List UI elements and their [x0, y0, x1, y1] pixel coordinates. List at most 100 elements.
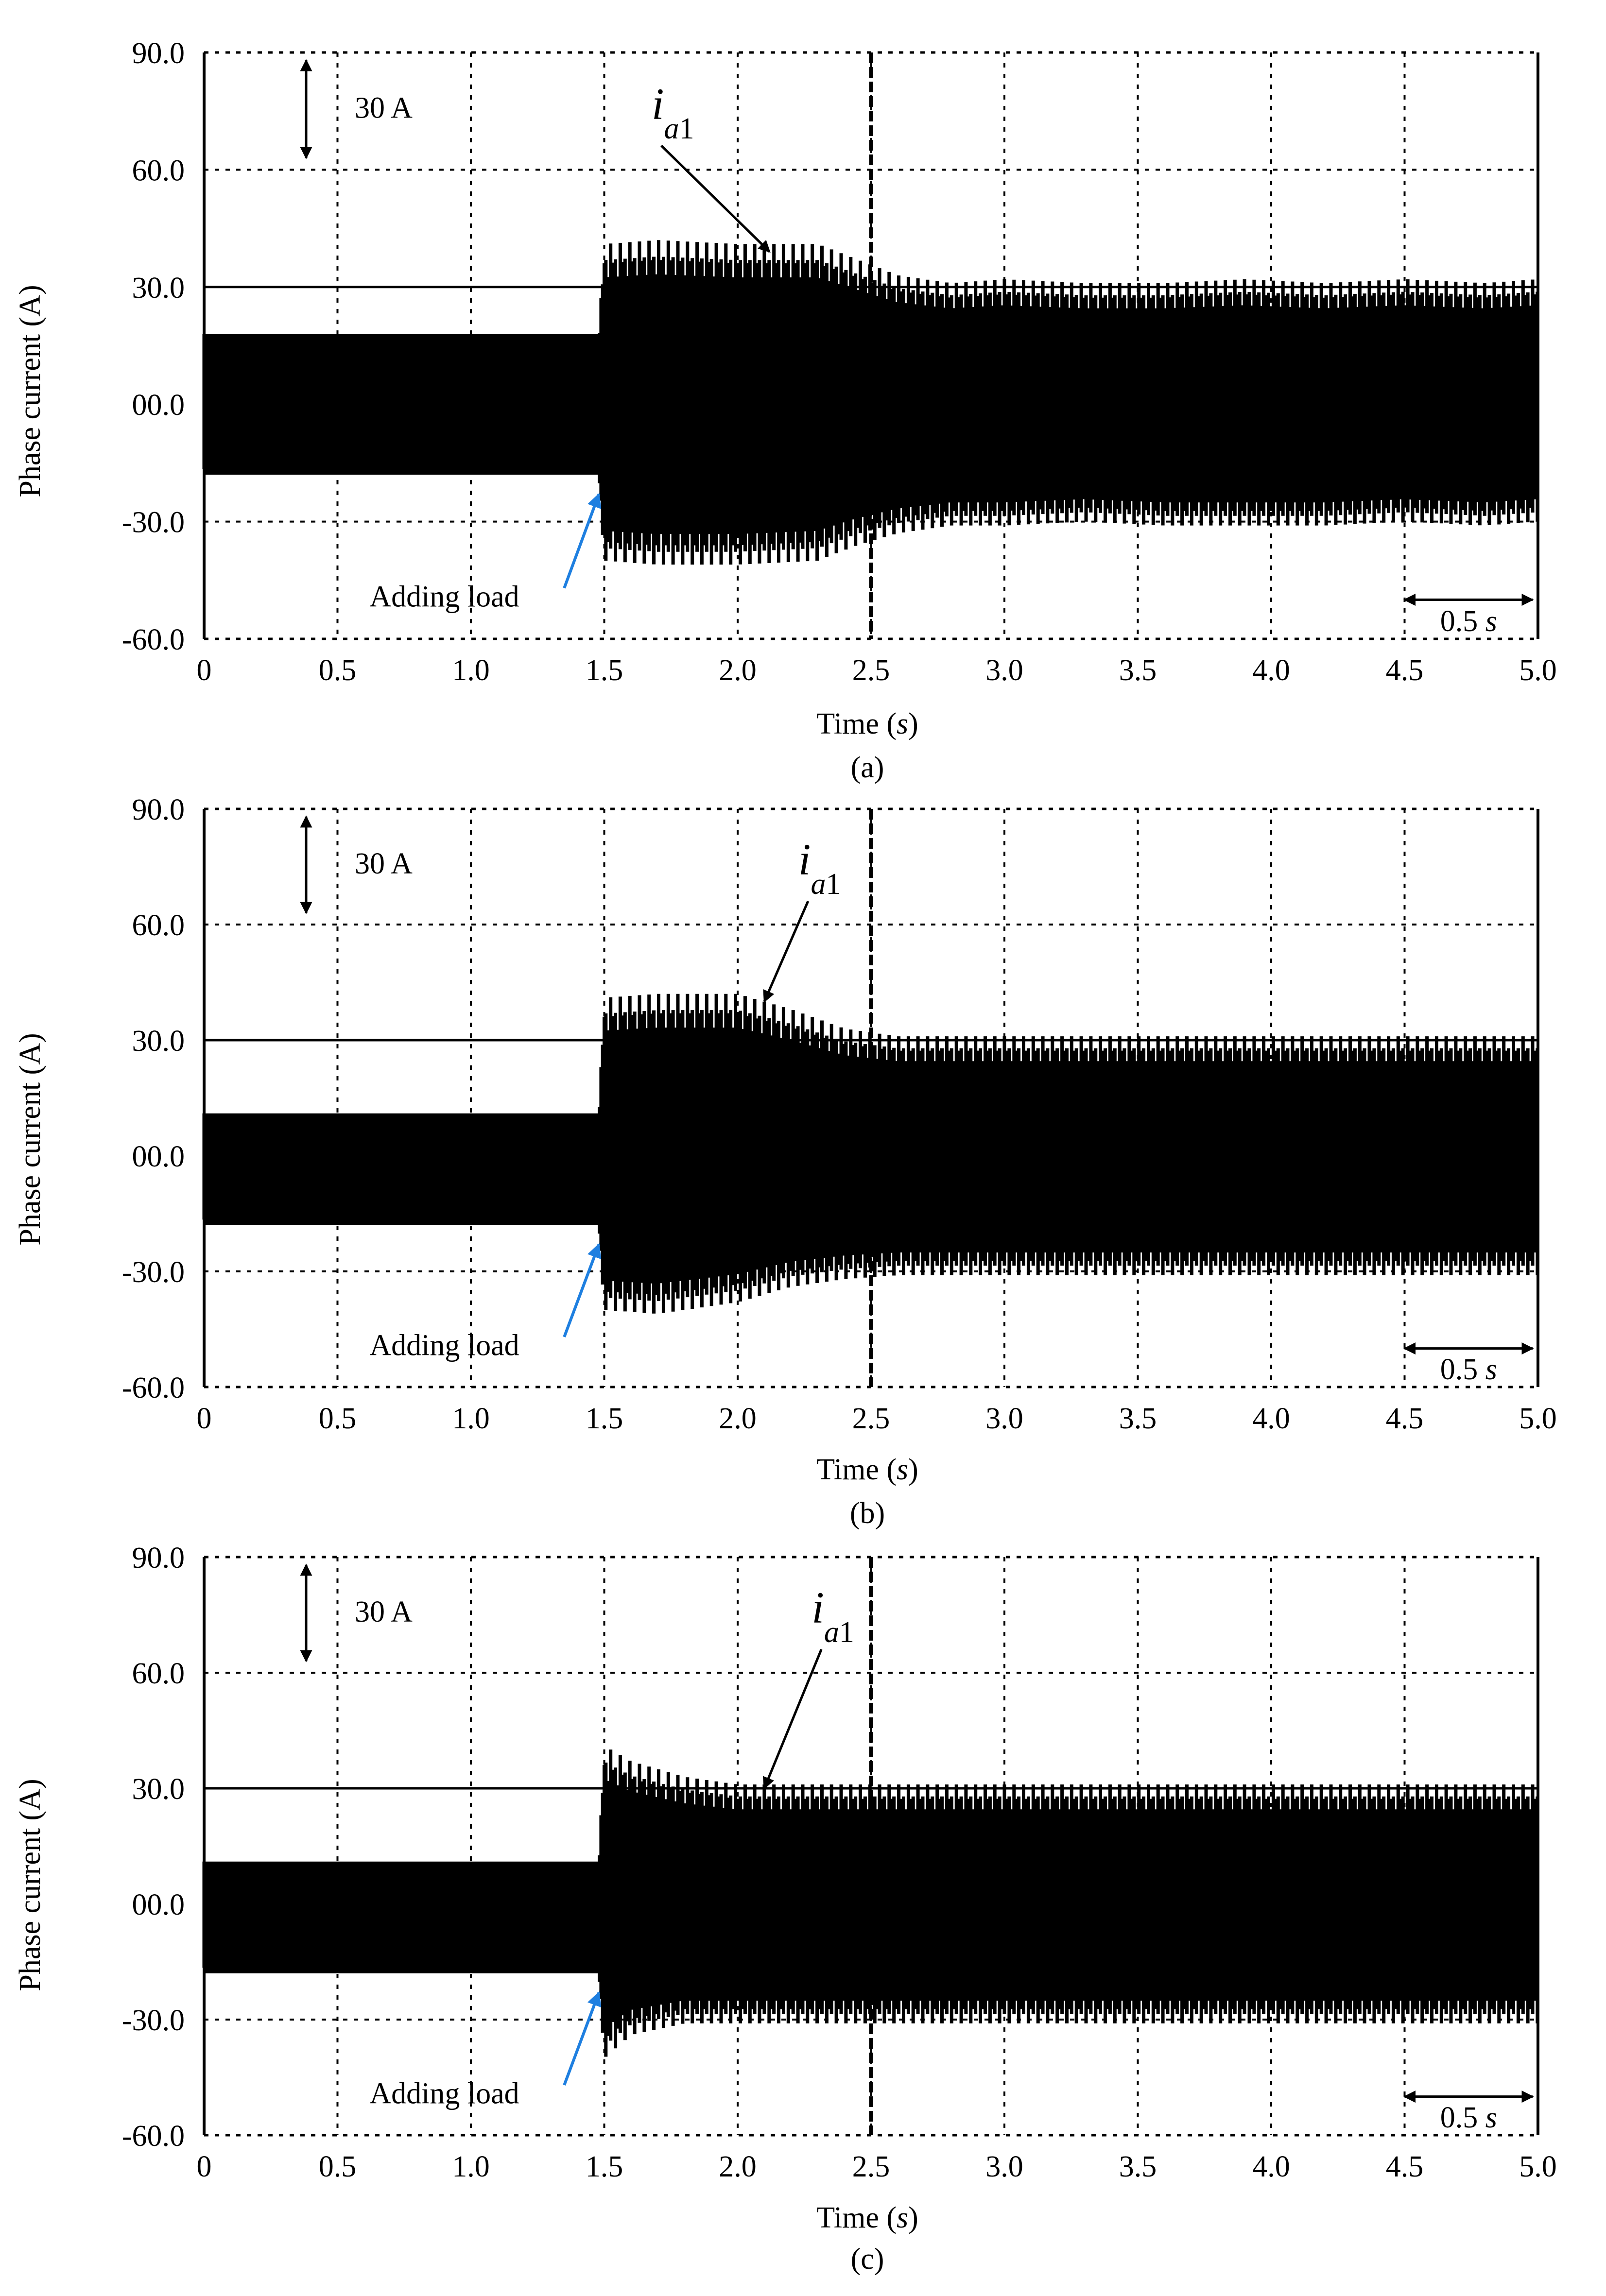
x-tick-label: 2.5 — [852, 654, 890, 687]
x-axis-unit: s — [897, 2201, 908, 2234]
signal-label: ia1 — [798, 835, 841, 901]
y-tick-label: 90.0 — [132, 1542, 185, 1575]
y-tick-label: -30.0 — [122, 506, 185, 539]
chart-panel-b: Phase current (A) Time (s) (b) 0 0.5 1.0 1.… — [14, 793, 1557, 1530]
x-tick-label: 2.0 — [719, 1402, 757, 1435]
time-scale-unit: s — [1485, 1353, 1497, 1386]
panel-caption: (a) — [851, 751, 884, 784]
signal-label: ia1 — [652, 79, 694, 145]
adding-load-arrow — [563, 493, 602, 589]
x-tick-label: 4.5 — [1386, 654, 1424, 687]
x-axis-unit: s — [897, 1453, 908, 1486]
time-scale-unit: s — [1485, 605, 1497, 638]
y-tick-label: -60.0 — [122, 1371, 185, 1405]
x-tick-label: 0.5 — [319, 2150, 357, 2183]
x-axis-label-text: Time — [816, 2201, 879, 2234]
chart-panel-a: Phase current (A) Time (s) (a) 0 0.5 1.0 1.… — [14, 37, 1557, 784]
x-tick-label: 3.5 — [1119, 2150, 1157, 2183]
waveform-ia1 — [202, 240, 1539, 565]
y-tick-label: 30.0 — [132, 1025, 185, 1058]
adding-load-label: Adding load — [369, 2077, 519, 2110]
signal-label-arrow — [660, 145, 771, 253]
y-tick-label: 60.0 — [132, 154, 185, 187]
time-scale-label: 0.5 s — [1440, 605, 1497, 638]
x-axis-label-text: Time — [816, 1453, 879, 1486]
signal-label-subscript: a — [664, 112, 679, 145]
y-axis-label: Phase current (A) — [14, 1779, 47, 1991]
x-tick-label: 4.0 — [1252, 2150, 1290, 2183]
x-axis-unit: s — [897, 707, 908, 740]
signal-label-arrow — [762, 1648, 823, 1790]
y-tick-label: 00.0 — [132, 1888, 185, 1921]
y-axis-label: Phase current (A) — [14, 285, 47, 497]
signal-label-subscript-number: 1 — [679, 112, 694, 145]
x-tick-label: 1.0 — [452, 1402, 490, 1435]
time-scale-label: 0.5 s — [1440, 1353, 1497, 1386]
y-tick-label: -30.0 — [122, 1256, 185, 1289]
scale-marker-label: 30 A — [355, 92, 413, 125]
signal-label-arrow — [763, 900, 810, 1003]
chart-panel-c: Phase current (A) Time (s) (c) 0 0.5 1.0 1.… — [14, 1542, 1557, 2276]
y-tick-label: 90.0 — [132, 793, 185, 826]
x-tick-label: 3.0 — [985, 2150, 1023, 2183]
x-axis-label: Time (s) — [816, 1453, 918, 1486]
signal-label: ia1 — [812, 1583, 854, 1649]
x-tick-label: 3.5 — [1119, 1402, 1157, 1435]
x-tick-label: 0 — [197, 2150, 212, 2183]
y-tick-label: 00.0 — [132, 389, 185, 422]
y-tick-label: 60.0 — [132, 909, 185, 942]
adding-load-label: Adding load — [369, 580, 519, 613]
x-tick-label: 3.5 — [1119, 654, 1157, 687]
waveform-ia1 — [202, 1749, 1539, 2057]
y-tick-label: -60.0 — [122, 2120, 185, 2153]
adding-load-arrow — [563, 1243, 602, 1337]
x-tick-label: 2.0 — [719, 654, 757, 687]
signal-label-subscript: a — [811, 868, 826, 901]
x-axis-label: Time (s) — [816, 2201, 918, 2234]
adding-load-label: Adding load — [369, 1329, 519, 1362]
x-tick-label: 5.0 — [1519, 2150, 1557, 2183]
signal-label-subscript-number: 1 — [839, 1616, 854, 1649]
waveform-ia1 — [202, 994, 1539, 1314]
x-tick-label: 5.0 — [1519, 1402, 1557, 1435]
x-tick-label: 4.0 — [1252, 654, 1290, 687]
y-tick-label: 90.0 — [132, 37, 185, 70]
x-tick-label: 2.0 — [719, 2150, 757, 2183]
x-tick-label: 4.5 — [1386, 2150, 1424, 2183]
y-axis-label: Phase current (A) — [14, 1033, 47, 1245]
x-axis-label-text: Time — [816, 707, 879, 740]
x-tick-label: 4.0 — [1252, 1402, 1290, 1435]
x-tick-label: 3.0 — [985, 1402, 1023, 1435]
y-tick-label: 60.0 — [132, 1657, 185, 1690]
x-tick-label: 2.5 — [852, 2150, 890, 2183]
x-tick-label: 5.0 — [1519, 654, 1557, 687]
panel-caption: (b) — [850, 1497, 885, 1530]
scale-marker-label: 30 A — [355, 847, 413, 880]
y-tick-label: 00.0 — [132, 1140, 185, 1173]
x-tick-label: 0 — [197, 654, 212, 687]
x-tick-label: 0.5 — [319, 1402, 357, 1435]
adding-load-arrow — [563, 1991, 602, 2086]
x-tick-label: 0.5 — [319, 654, 357, 687]
x-tick-label: 2.5 — [852, 1402, 890, 1435]
x-tick-label: 3.0 — [985, 654, 1023, 687]
y-tick-label: -30.0 — [122, 2004, 185, 2037]
time-scale-label: 0.5 s — [1440, 2101, 1497, 2134]
y-tick-label: 30.0 — [132, 1773, 185, 1806]
x-tick-label: 1.0 — [452, 2150, 490, 2183]
x-tick-label: 1.5 — [586, 2150, 623, 2183]
x-tick-label: 1.5 — [586, 654, 623, 687]
x-tick-label: 4.5 — [1386, 1402, 1424, 1435]
time-scale-unit: s — [1485, 2101, 1497, 2134]
x-tick-label: 0 — [197, 1402, 212, 1435]
y-tick-label: 30.0 — [132, 272, 185, 305]
x-axis-label: Time (s) — [816, 707, 918, 740]
panel-caption: (c) — [851, 2243, 884, 2276]
signal-label-subscript: a — [824, 1616, 839, 1649]
signal-label-subscript-number: 1 — [826, 868, 841, 901]
x-tick-label: 1.5 — [586, 1402, 623, 1435]
scale-marker-label: 30 A — [355, 1595, 413, 1628]
x-tick-label: 1.0 — [452, 654, 490, 687]
y-tick-label: -60.0 — [122, 623, 185, 656]
